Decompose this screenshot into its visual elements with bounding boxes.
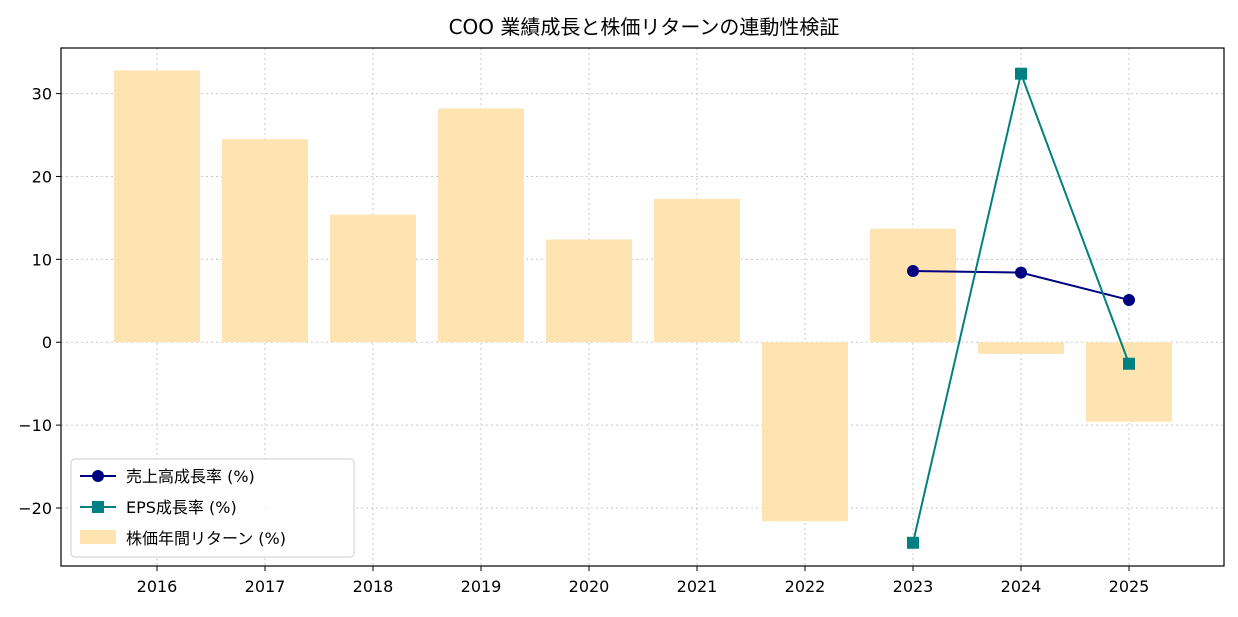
legend: 売上高成長率 (%) EPS成長率 (%) 株価年間リターン (%) [70,458,355,558]
legend-label-eps: EPS成長率 (%) [126,498,237,517]
bar-stock-return [1086,342,1172,422]
y-tick-label: 0 [42,333,52,352]
legend-label-revenue: 売上高成長率 (%) [126,467,255,486]
bar-stock-return [438,108,524,343]
bar-stock-return [114,70,200,343]
y-tick-label: −20 [18,499,52,518]
bar-stock-return [330,214,416,343]
bar-stock-return [978,342,1064,354]
bar-stock-return [546,239,632,343]
y-tick-label: 30 [32,85,52,104]
line-series [907,67,1135,549]
x-tick-label: 2018 [353,577,394,596]
legend-marker-eps [92,501,104,513]
legend-box [70,458,355,558]
plot-frame [60,47,1225,567]
bar-series [114,70,1172,522]
x-tick-label: 2021 [677,577,718,596]
legend-label-stock-return: 株価年間リターン (%) [126,529,286,548]
x-tick-label: 2024 [1001,577,1042,596]
data-point-square [1123,357,1135,370]
data-point-square [1015,67,1027,80]
x-tick-label: 2020 [569,577,610,596]
data-point-circle [1015,266,1027,279]
data-point-circle [907,264,919,277]
bar-stock-return [762,342,848,522]
legend-marker-revenue [92,470,104,482]
bar-stock-return [222,139,308,343]
y-tick-label: −10 [18,416,52,435]
x-tick-label: 2017 [245,577,286,596]
x-tick-label: 2023 [893,577,934,596]
bar-stock-return [870,228,956,343]
x-tick-label: 2016 [137,577,178,596]
chart-title: COO 業績成長と株価リターンの連動性検証 [449,15,840,39]
y-tick-label: 10 [32,250,52,269]
bar-stock-return [654,198,740,343]
x-tick-label: 2022 [785,577,826,596]
x-tick-label: 2025 [1109,577,1150,596]
y-tick-label: 20 [32,167,52,186]
data-point-circle [1123,293,1135,306]
axes: 2016 2017 2018 2019 2020 2021 2022 2023 2024 2025… [18,85,1149,596]
x-tick-label: 2019 [461,577,502,596]
legend-swatch-stock-return [80,530,116,544]
data-point-square [907,536,919,549]
